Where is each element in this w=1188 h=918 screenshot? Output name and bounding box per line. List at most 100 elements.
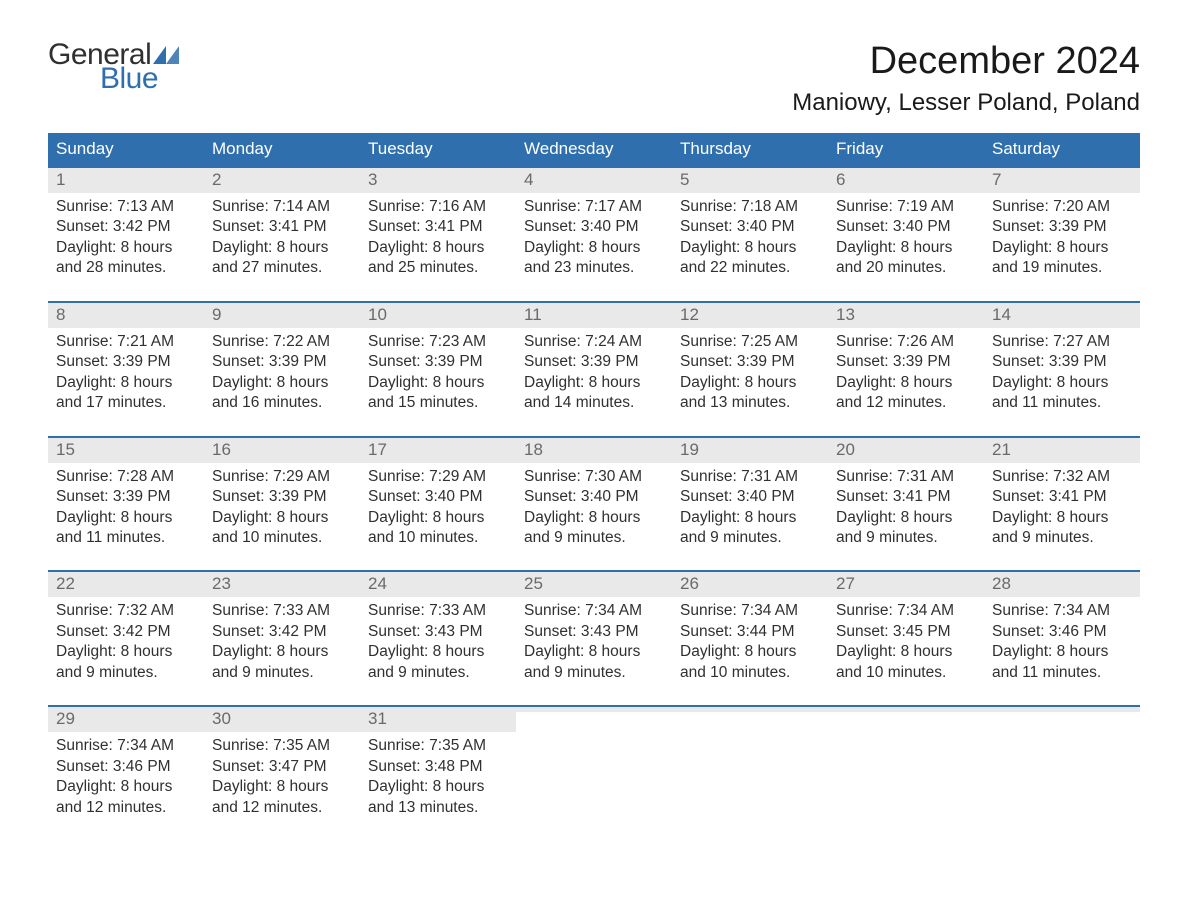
sunrise-line: Sunrise: 7:33 AM — [212, 601, 352, 621]
calendar-day: 28Sunrise: 7:34 AMSunset: 3:46 PMDayligh… — [984, 572, 1140, 691]
calendar-day — [516, 707, 672, 826]
day-body: Sunrise: 7:19 AMSunset: 3:40 PMDaylight:… — [828, 193, 984, 279]
day-number: 25 — [516, 572, 672, 597]
dayname-friday: Friday — [828, 133, 984, 166]
daylight-line: Daylight: 8 hours and 23 minutes. — [524, 238, 664, 279]
sunset-line: Sunset: 3:39 PM — [992, 352, 1132, 372]
calendar-day: 16Sunrise: 7:29 AMSunset: 3:39 PMDayligh… — [204, 438, 360, 557]
calendar-week: 29Sunrise: 7:34 AMSunset: 3:46 PMDayligh… — [48, 705, 1140, 826]
day-body: Sunrise: 7:34 AMSunset: 3:44 PMDaylight:… — [672, 597, 828, 683]
sunrise-line: Sunrise: 7:29 AM — [212, 467, 352, 487]
day-number: 27 — [828, 572, 984, 597]
sunset-line: Sunset: 3:39 PM — [680, 352, 820, 372]
calendar-day — [984, 707, 1140, 826]
day-body: Sunrise: 7:34 AMSunset: 3:46 PMDaylight:… — [48, 732, 204, 818]
sunset-line: Sunset: 3:39 PM — [56, 352, 196, 372]
day-body: Sunrise: 7:34 AMSunset: 3:46 PMDaylight:… — [984, 597, 1140, 683]
sunset-line: Sunset: 3:46 PM — [56, 757, 196, 777]
day-body: Sunrise: 7:13 AMSunset: 3:42 PMDaylight:… — [48, 193, 204, 279]
day-body: Sunrise: 7:23 AMSunset: 3:39 PMDaylight:… — [360, 328, 516, 414]
daylight-line: Daylight: 8 hours and 9 minutes. — [524, 642, 664, 683]
sunrise-line: Sunrise: 7:34 AM — [524, 601, 664, 621]
sunset-line: Sunset: 3:42 PM — [56, 217, 196, 237]
day-number: 12 — [672, 303, 828, 328]
sunrise-line: Sunrise: 7:30 AM — [524, 467, 664, 487]
daylight-line: Daylight: 8 hours and 27 minutes. — [212, 238, 352, 279]
day-number: 29 — [48, 707, 204, 732]
daylight-line: Daylight: 8 hours and 10 minutes. — [212, 508, 352, 549]
day-number: 21 — [984, 438, 1140, 463]
day-number: 8 — [48, 303, 204, 328]
calendar-day: 8Sunrise: 7:21 AMSunset: 3:39 PMDaylight… — [48, 303, 204, 422]
day-body: Sunrise: 7:28 AMSunset: 3:39 PMDaylight:… — [48, 463, 204, 549]
sunset-line: Sunset: 3:43 PM — [368, 622, 508, 642]
daylight-line: Daylight: 8 hours and 12 minutes. — [212, 777, 352, 818]
daylight-line: Daylight: 8 hours and 10 minutes. — [680, 642, 820, 683]
calendar-day: 15Sunrise: 7:28 AMSunset: 3:39 PMDayligh… — [48, 438, 204, 557]
sunrise-line: Sunrise: 7:22 AM — [212, 332, 352, 352]
sunset-line: Sunset: 3:43 PM — [524, 622, 664, 642]
day-body: Sunrise: 7:29 AMSunset: 3:39 PMDaylight:… — [204, 463, 360, 549]
sunset-line: Sunset: 3:47 PM — [212, 757, 352, 777]
sunrise-line: Sunrise: 7:16 AM — [368, 197, 508, 217]
day-number: 26 — [672, 572, 828, 597]
day-body: Sunrise: 7:35 AMSunset: 3:48 PMDaylight:… — [360, 732, 516, 818]
daylight-line: Daylight: 8 hours and 9 minutes. — [836, 508, 976, 549]
brand-logo: General Blue — [48, 40, 179, 94]
day-body: Sunrise: 7:32 AMSunset: 3:42 PMDaylight:… — [48, 597, 204, 683]
day-number: 6 — [828, 168, 984, 193]
day-number: 22 — [48, 572, 204, 597]
sunset-line: Sunset: 3:40 PM — [368, 487, 508, 507]
day-body: Sunrise: 7:16 AMSunset: 3:41 PMDaylight:… — [360, 193, 516, 279]
daylight-line: Daylight: 8 hours and 22 minutes. — [680, 238, 820, 279]
day-number: 4 — [516, 168, 672, 193]
sunset-line: Sunset: 3:42 PM — [212, 622, 352, 642]
sunset-line: Sunset: 3:41 PM — [992, 487, 1132, 507]
sunset-line: Sunset: 3:39 PM — [56, 487, 196, 507]
daylight-line: Daylight: 8 hours and 15 minutes. — [368, 373, 508, 414]
sunset-line: Sunset: 3:40 PM — [836, 217, 976, 237]
calendar-week: 8Sunrise: 7:21 AMSunset: 3:39 PMDaylight… — [48, 301, 1140, 422]
day-body: Sunrise: 7:30 AMSunset: 3:40 PMDaylight:… — [516, 463, 672, 549]
calendar-day: 24Sunrise: 7:33 AMSunset: 3:43 PMDayligh… — [360, 572, 516, 691]
sunrise-line: Sunrise: 7:26 AM — [836, 332, 976, 352]
day-body: Sunrise: 7:31 AMSunset: 3:40 PMDaylight:… — [672, 463, 828, 549]
calendar-day: 26Sunrise: 7:34 AMSunset: 3:44 PMDayligh… — [672, 572, 828, 691]
dayname-saturday: Saturday — [984, 133, 1140, 166]
sunset-line: Sunset: 3:39 PM — [212, 352, 352, 372]
page-title: December 2024 — [792, 40, 1140, 83]
daylight-line: Daylight: 8 hours and 10 minutes. — [368, 508, 508, 549]
calendar-day: 6Sunrise: 7:19 AMSunset: 3:40 PMDaylight… — [828, 168, 984, 287]
calendar-day — [828, 707, 984, 826]
calendar-day: 31Sunrise: 7:35 AMSunset: 3:48 PMDayligh… — [360, 707, 516, 826]
day-number: 10 — [360, 303, 516, 328]
sunrise-line: Sunrise: 7:34 AM — [992, 601, 1132, 621]
sunset-line: Sunset: 3:39 PM — [992, 217, 1132, 237]
sunrise-line: Sunrise: 7:31 AM — [836, 467, 976, 487]
calendar-day: 2Sunrise: 7:14 AMSunset: 3:41 PMDaylight… — [204, 168, 360, 287]
daylight-line: Daylight: 8 hours and 11 minutes. — [56, 508, 196, 549]
dayname-thursday: Thursday — [672, 133, 828, 166]
sunrise-line: Sunrise: 7:20 AM — [992, 197, 1132, 217]
sunrise-line: Sunrise: 7:27 AM — [992, 332, 1132, 352]
calendar-day: 7Sunrise: 7:20 AMSunset: 3:39 PMDaylight… — [984, 168, 1140, 287]
sunrise-line: Sunrise: 7:25 AM — [680, 332, 820, 352]
daylight-line: Daylight: 8 hours and 9 minutes. — [212, 642, 352, 683]
day-number: 18 — [516, 438, 672, 463]
daylight-line: Daylight: 8 hours and 13 minutes. — [680, 373, 820, 414]
calendar-day: 4Sunrise: 7:17 AMSunset: 3:40 PMDaylight… — [516, 168, 672, 287]
sunset-line: Sunset: 3:48 PM — [368, 757, 508, 777]
day-number: 13 — [828, 303, 984, 328]
day-number: 3 — [360, 168, 516, 193]
calendar-day: 1Sunrise: 7:13 AMSunset: 3:42 PMDaylight… — [48, 168, 204, 287]
day-body: Sunrise: 7:33 AMSunset: 3:42 PMDaylight:… — [204, 597, 360, 683]
sunset-line: Sunset: 3:41 PM — [212, 217, 352, 237]
day-body: Sunrise: 7:20 AMSunset: 3:39 PMDaylight:… — [984, 193, 1140, 279]
day-body: Sunrise: 7:33 AMSunset: 3:43 PMDaylight:… — [360, 597, 516, 683]
sunset-line: Sunset: 3:40 PM — [524, 217, 664, 237]
sunset-line: Sunset: 3:46 PM — [992, 622, 1132, 642]
day-body: Sunrise: 7:25 AMSunset: 3:39 PMDaylight:… — [672, 328, 828, 414]
calendar-week: 15Sunrise: 7:28 AMSunset: 3:39 PMDayligh… — [48, 436, 1140, 557]
day-number: 28 — [984, 572, 1140, 597]
calendar-day: 30Sunrise: 7:35 AMSunset: 3:47 PMDayligh… — [204, 707, 360, 826]
